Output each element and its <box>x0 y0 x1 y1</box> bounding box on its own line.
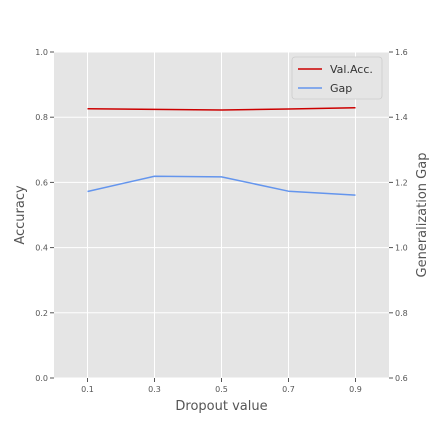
y-left-tick-label: 0.2 <box>35 309 48 318</box>
x-tick-label: 0.3 <box>148 385 161 394</box>
y-axis-label-right: Generalization Gap <box>415 153 430 278</box>
y-right-tick-label: 1.0 <box>395 244 408 253</box>
y-left-tick-label: 0.0 <box>35 374 48 383</box>
y-axis-label-left: Accuracy <box>13 185 28 245</box>
y-left-tick-label: 0.6 <box>35 178 48 187</box>
series-line-val-acc <box>87 107 356 111</box>
y-right-tick-label: 0.6 <box>395 374 408 383</box>
y-left-tick-label: 0.4 <box>35 244 48 253</box>
y-left-tick-label: 0.8 <box>35 113 48 122</box>
y-left-tick-label: 1.0 <box>35 48 48 57</box>
legend-label-val-acc: Val.Acc. <box>330 63 373 76</box>
legend: Val.Acc. Gap <box>291 56 383 100</box>
legend-label-gap: Gap <box>330 82 352 95</box>
y-right-tick-label: 0.8 <box>395 309 408 318</box>
series-line-gap <box>87 175 356 196</box>
x-tick-label: 0.1 <box>81 385 94 394</box>
x-axis-label: Dropout value <box>175 399 267 414</box>
x-tick-label: 0.5 <box>215 385 228 394</box>
series-lines <box>87 107 356 196</box>
y-right-tick-label: 1.4 <box>395 113 408 122</box>
y-right-tick-label: 1.6 <box>395 48 408 57</box>
axes: 0.1 0.3 0.5 0.7 0.9 0.0 0.2 0.4 0.6 0.8 1.0 0.6 0.8 1… <box>35 48 407 394</box>
x-tick-label: 0.9 <box>349 385 362 394</box>
x-tick-label: 0.7 <box>282 385 295 394</box>
grid <box>54 51 389 379</box>
y-right-tick-label: 1.2 <box>395 178 408 187</box>
